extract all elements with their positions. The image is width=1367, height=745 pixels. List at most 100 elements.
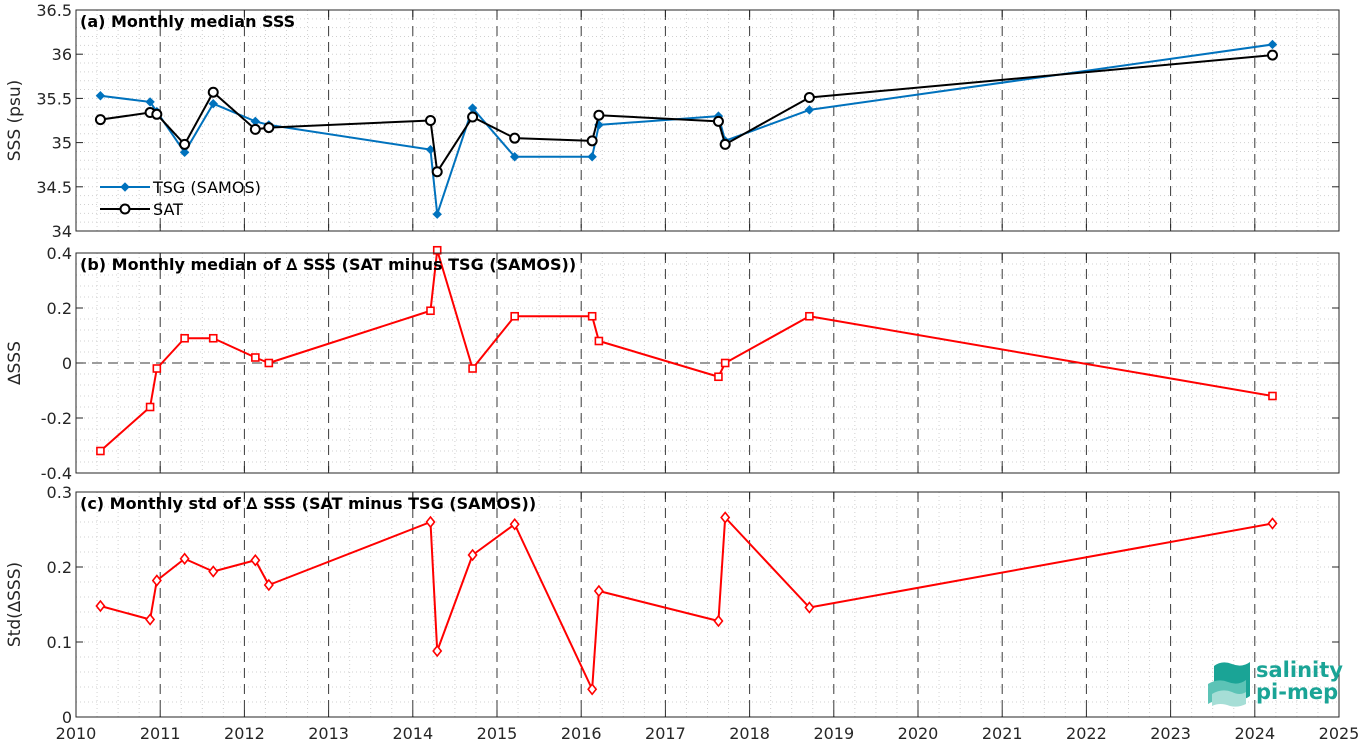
data-point: [586, 135, 598, 147]
y-axis-ticks: -0.4 -0.2 0 0.2 0.4: [41, 244, 1339, 483]
series-line-0: [100, 516, 1273, 691]
data-point: [804, 105, 815, 115]
data-point: [587, 152, 597, 162]
data-point: [432, 245, 442, 255]
data-point: [151, 108, 163, 120]
y-tick-label: 0: [62, 708, 72, 727]
y-tick-label: 35: [52, 134, 72, 153]
x-tick-label: 2022: [1066, 724, 1107, 743]
data-point: [509, 132, 521, 144]
logo-line2: pi-mep: [1256, 680, 1338, 704]
data-point: [432, 209, 442, 219]
series-line-0: [99, 249, 1273, 452]
data-point: [431, 166, 443, 178]
data-point: [145, 402, 155, 412]
data-point: [151, 574, 162, 587]
data-point: [509, 517, 520, 531]
x-tick-label: 2019: [813, 724, 854, 743]
data-point: [1267, 39, 1278, 50]
data-point: [587, 311, 597, 321]
data-point: [803, 92, 815, 104]
x-tick-label: 2014: [392, 724, 433, 743]
y-tick-label: 0.3: [47, 483, 72, 502]
y-axis-ticks: 0 0.1 0.2 0.3: [47, 483, 1339, 727]
y-axis-ticks: 34 34.5 35 35.5 36 36.5: [36, 1, 1339, 241]
y-tick-label: 36.5: [36, 1, 72, 20]
y-tick-label: 0.1: [47, 633, 72, 652]
data-point: [180, 333, 189, 343]
x-tick-label: 2017: [645, 724, 686, 743]
data-point: [179, 138, 191, 150]
y-tick-label: 0.2: [47, 299, 72, 318]
panel-title: (b) Monthly median of ∆ SSS (SAT minus T…: [80, 255, 576, 274]
data-point: [594, 336, 604, 346]
minor-grid: [76, 10, 1339, 231]
y-tick-label: 0.4: [47, 244, 72, 263]
data-point: [804, 601, 815, 614]
y-tick-label: -0.4: [41, 464, 72, 483]
data-point: [251, 353, 260, 362]
legend-sat-label: SAT: [153, 200, 183, 219]
data-point: [593, 584, 604, 598]
data-point: [250, 553, 261, 567]
data-point: [587, 682, 598, 696]
axes-frame: [75, 491, 1340, 718]
series-layer: [96, 245, 1277, 456]
x-tick-label: 2020: [898, 724, 939, 743]
series-line-0: [100, 43, 1273, 216]
minor-grid: [76, 253, 1339, 473]
y-axis-label: Std(∆SSS): [5, 562, 25, 647]
y-tick-label: 34.5: [36, 178, 72, 197]
legend-tsg-marker: [120, 182, 130, 192]
data-point: [145, 97, 155, 107]
data-point: [468, 364, 477, 373]
x-tick-label: 2013: [308, 724, 349, 743]
data-point: [94, 114, 106, 126]
x-tick-label: 2024: [1234, 724, 1275, 743]
series-layer: [95, 511, 1278, 696]
x-tick-label: 2012: [224, 724, 265, 743]
data-point: [719, 138, 731, 150]
data-point: [712, 115, 724, 127]
data-point: [805, 311, 814, 321]
salinity-pi-mep-logo: salinity pi-mep: [1208, 658, 1343, 707]
y-tick-label: 35.5: [36, 89, 72, 108]
y-tick-label: 34: [52, 222, 72, 241]
data-point: [426, 306, 435, 316]
data-point: [263, 578, 274, 592]
panel-title: (c) Monthly std of ∆ SSS (SAT minus TSG …: [80, 494, 536, 513]
y-axis-label: SSS (psu): [5, 80, 25, 161]
data-point: [509, 152, 520, 162]
data-point: [432, 644, 443, 658]
y-tick-label: -0.2: [41, 409, 72, 428]
x-tick-label: 2010: [56, 724, 97, 743]
data-point: [208, 565, 219, 578]
data-point: [179, 552, 190, 566]
axes-frame: [75, 9, 1340, 232]
data-point: [510, 311, 519, 321]
minor-grid: [76, 492, 1339, 717]
data-point: [1267, 517, 1278, 530]
data-point: [145, 613, 156, 626]
data-point: [249, 123, 261, 135]
data-point: [179, 147, 190, 158]
x-tick-label: 2018: [729, 724, 770, 743]
data-point: [720, 358, 730, 368]
x-tick-label: 2025: [1319, 724, 1360, 743]
legend-sat-marker: [119, 203, 131, 215]
data-point: [95, 599, 106, 613]
data-point: [152, 364, 162, 373]
series-layer: [94, 39, 1278, 219]
data-point: [96, 446, 105, 456]
data-point: [208, 333, 218, 343]
y-tick-label: 0: [62, 354, 72, 373]
legend-tsg-label: TSG (SAMOS): [152, 178, 261, 197]
data-point: [467, 111, 479, 123]
data-point: [593, 109, 605, 121]
data-point: [425, 515, 436, 529]
data-point: [1266, 49, 1278, 61]
data-point: [720, 511, 731, 524]
year-gridlines: [75, 492, 1340, 717]
data-point: [713, 614, 724, 628]
data-point: [1268, 391, 1277, 401]
